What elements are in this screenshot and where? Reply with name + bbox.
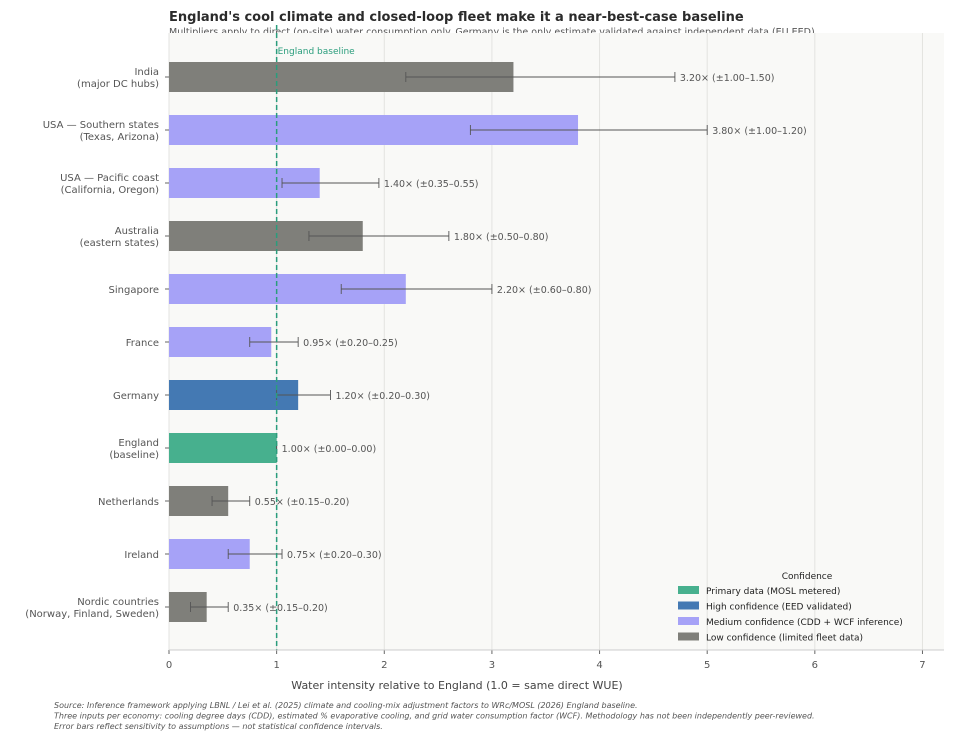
data-label: 1.80× (±0.50–0.80) [454, 232, 549, 243]
y-tick-label: Netherlands [98, 497, 159, 508]
data-label: 1.20× (±0.20–0.30) [335, 391, 430, 402]
y-tick-label: France [126, 338, 159, 349]
y-tick-label: Nordic countries [77, 597, 159, 608]
data-label: 3.20× (±1.00–1.50) [680, 73, 775, 84]
x-tick-label: 1 [273, 660, 279, 671]
legend-label: Primary data (MOSL metered) [706, 587, 840, 597]
legend-swatch [678, 617, 699, 625]
y-tick-label: India [134, 67, 159, 78]
y-tick-label: (Norway, Finland, Sweden) [25, 609, 159, 620]
data-label: 1.00× (±0.00–0.00) [282, 444, 377, 455]
y-tick-label: (Texas, Arizona) [80, 132, 159, 143]
x-tick-label: 5 [704, 660, 710, 671]
x-tick-label: 4 [596, 660, 602, 671]
y-tick-label: (major DC hubs) [77, 79, 159, 90]
legend-label: Low confidence (limited fleet data) [706, 634, 863, 644]
y-tick-label: Ireland [124, 550, 159, 561]
x-tick-label: 3 [489, 660, 495, 671]
data-label: 2.20× (±0.60–0.80) [497, 285, 592, 296]
baseline-label: England baseline [278, 47, 356, 57]
y-tick-label: (eastern states) [80, 238, 159, 249]
legend-swatch [678, 601, 699, 610]
data-label: 0.55× (±0.15–0.20) [255, 497, 350, 508]
x-tick-label: 2 [381, 660, 387, 671]
data-label: 1.40× (±0.35–0.55) [384, 179, 479, 190]
x-axis-label: Water intensity relative to England (1.0… [291, 679, 622, 692]
y-tick-label: Australia [115, 226, 159, 237]
y-tick-label: USA — Pacific coast [60, 173, 159, 184]
y-tick-label: USA — Southern states [43, 120, 159, 131]
y-tick-label: Germany [113, 391, 159, 402]
x-tick-label: 7 [919, 660, 925, 671]
footer-note: Three inputs per economy: cooling degree… [54, 712, 815, 721]
data-label: 0.35× (±0.15–0.20) [233, 603, 328, 614]
data-label: 3.80× (±1.00–1.20) [712, 126, 807, 137]
x-tick-label: 0 [166, 660, 172, 671]
legend-swatch [678, 586, 699, 594]
footer-note: Source: Inference framework applying LBN… [54, 701, 638, 710]
data-label: 0.95× (±0.20–0.25) [303, 338, 398, 349]
y-tick-label: England [118, 438, 159, 449]
legend-label: High confidence (EED validated) [706, 603, 852, 613]
legend-swatch [678, 632, 699, 641]
chart-title: England's cool climate and closed-loop f… [169, 10, 744, 25]
chart-subtitle: Multipliers apply to direct (on-site) wa… [169, 27, 818, 38]
y-tick-label: (baseline) [109, 450, 159, 461]
bar [169, 433, 277, 463]
legend-title: Confidence [782, 572, 833, 582]
x-tick-label: 6 [812, 660, 818, 671]
y-tick-label: Singapore [109, 285, 159, 296]
footer-note: Error bars reflect sensitivity to assump… [54, 722, 383, 731]
legend-label: Medium confidence (CDD + WCF inference) [706, 618, 903, 628]
data-label: 0.75× (±0.20–0.30) [287, 550, 382, 561]
y-tick-label: (California, Oregon) [61, 185, 159, 196]
